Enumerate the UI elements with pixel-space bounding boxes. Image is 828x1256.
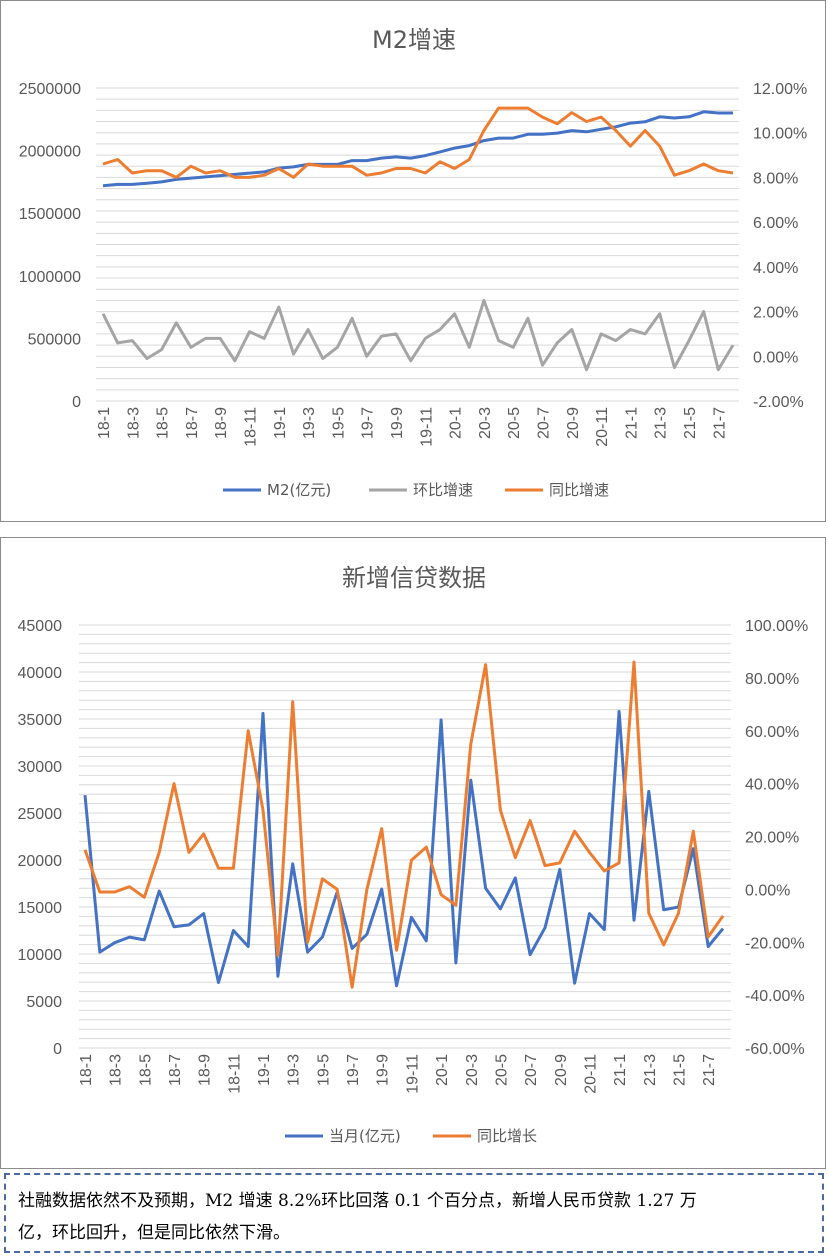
right-axis-tick: 12.00%	[753, 81, 807, 98]
right-axis-tick: -40.00%	[745, 988, 805, 1005]
legend-label: 当月(亿元)	[329, 1127, 401, 1145]
left-axis-tick: 500000	[28, 331, 81, 348]
left-axis-tick: 0	[53, 1041, 62, 1058]
x-axis-tick: 20-5	[506, 407, 523, 439]
left-axis-tick: 40000	[18, 665, 63, 682]
left-axis-tick: 5000	[26, 994, 62, 1011]
x-axis-tick: 19-11	[404, 1054, 421, 1094]
legend-label: 环比增速	[413, 481, 473, 499]
x-axis-tick: 19-1	[272, 407, 289, 439]
x-axis-tick: 19-5	[330, 407, 347, 439]
legend-label: 同比增长	[477, 1127, 537, 1145]
series-line-1	[102, 110, 733, 188]
left-axis-tick: 20000	[18, 853, 63, 870]
right-axis-tick: 40.00%	[745, 777, 799, 794]
left-axis-tick: 15000	[18, 900, 63, 917]
x-axis-tick: 21-3	[642, 1054, 659, 1086]
x-axis-tick: 18-5	[155, 407, 172, 439]
right-axis-tick: 80.00%	[745, 671, 799, 688]
m2-chart: M2增速 0 500000 1000000 1500000 2000000 2500000 -…	[19, 26, 808, 499]
x-axis-tick: 18-1	[96, 407, 113, 439]
right-axis-tick: 10.00%	[753, 126, 807, 143]
x-axis-tick: 19-7	[360, 407, 377, 439]
left-axis-tick: 10000	[18, 947, 63, 964]
legend-label: M2(亿元)	[267, 481, 331, 499]
x-axis-tick: 20-7	[523, 1054, 540, 1086]
x-axis-tick: 21-1	[612, 1054, 629, 1086]
x-axis-tick: 21-5	[671, 1054, 688, 1086]
x-axis-tick: 19-9	[389, 407, 406, 439]
x-axis-tick: 19-5	[315, 1054, 332, 1086]
right-axis-tick: 20.00%	[745, 830, 799, 847]
x-axis-tick: 20-3	[477, 407, 494, 439]
x-axis-tick: 18-7	[184, 407, 201, 439]
right-axis-tick: -60.00%	[745, 1041, 805, 1058]
commentary-box: 社融数据依然不及预期，M2 增速 8.2%环比回落 0.1 个百分点，新增人民币…	[4, 1173, 824, 1253]
loan-chart: 新增信贷数据 0 5000 10000 15000 20000 25000 30000 3500…	[18, 564, 809, 1145]
x-axis-tick: 19-9	[375, 1054, 392, 1086]
right-axis-tick: -20.00%	[745, 935, 805, 952]
x-axis-tick: 18-11	[243, 407, 260, 447]
right-axis-tick: 0.00%	[745, 882, 790, 899]
legend-label: 同比增速	[549, 481, 609, 499]
x-axis-tick: 21-7	[701, 1054, 718, 1086]
x-axis-tick: 20-1	[448, 407, 465, 439]
x-axis-tick: 18-5	[137, 1054, 154, 1086]
left-axis-tick: 1000000	[19, 269, 81, 286]
x-axis-tick: 20-11	[594, 407, 611, 447]
x-axis-tick: 20-7	[536, 407, 553, 439]
left-axis-tick: 30000	[18, 759, 63, 776]
x-axis-tick: 21-1	[623, 407, 640, 439]
chart-title: M2增速	[372, 26, 456, 54]
chart-title: 新增信贷数据	[342, 564, 486, 592]
x-axis-tick: 19-3	[301, 407, 318, 439]
x-axis-tick: 18-3	[108, 1054, 125, 1086]
x-axis-tick: 20-9	[565, 407, 582, 439]
series-line-2	[83, 660, 725, 989]
right-axis-tick: 8.00%	[753, 170, 798, 187]
x-axis-tick: 19-3	[286, 1054, 303, 1086]
right-axis-tick: 4.00%	[753, 260, 798, 277]
right-axis-tick: 60.00%	[745, 724, 799, 741]
x-axis-tick: 20-1	[434, 1054, 451, 1086]
left-axis-tick: 35000	[18, 712, 63, 729]
x-axis-tick: 18-7	[167, 1054, 184, 1086]
gridlines	[96, 87, 739, 402]
loan-chart-panel: 新增信贷数据 0 5000 10000 15000 20000 25000 30000 3500…	[0, 537, 826, 1169]
left-axis-tick: 45000	[18, 618, 63, 635]
commentary-line-1: 社融数据依然不及预期，M2 增速 8.2%环比回落 0.1 个百分点，新增人民币…	[18, 1191, 697, 1211]
x-axis-tick: 18-1	[78, 1054, 95, 1086]
commentary-line-2: 亿，环比回升，但是同比依然下滑。	[18, 1223, 290, 1243]
series-line-2	[101, 298, 735, 372]
m2-chart-panel: M2增速 0 500000 1000000 1500000 2000000 2500000 -…	[0, 0, 826, 522]
x-axis-tick: 20-3	[464, 1054, 481, 1086]
right-axis-tick: 100.00%	[745, 618, 808, 635]
left-axis-tick: 2500000	[19, 81, 81, 98]
left-axis-tick: 2000000	[19, 144, 81, 161]
series-line-3	[102, 106, 734, 179]
right-axis-tick: 2.00%	[753, 305, 798, 322]
x-axis-tick: 21-5	[682, 407, 699, 439]
right-axis-tick: 0.00%	[753, 349, 798, 366]
x-axis-tick: 18-3	[125, 407, 142, 439]
left-axis-tick: 1500000	[19, 206, 81, 223]
x-axis-tick: 20-11	[582, 1054, 599, 1094]
x-axis-tick: 21-7	[711, 407, 728, 439]
right-axis-tick: -2.00%	[753, 394, 804, 411]
x-axis-tick: 19-11	[418, 407, 435, 447]
x-axis-tick: 21-3	[653, 407, 670, 439]
x-axis-tick: 19-1	[256, 1054, 273, 1086]
series-line-1	[83, 710, 725, 988]
left-axis-tick: 25000	[18, 806, 63, 823]
x-axis-tick: 19-7	[345, 1054, 362, 1086]
right-axis-tick: 6.00%	[753, 215, 798, 232]
x-axis-tick: 18-9	[213, 407, 230, 439]
x-axis-tick: 20-5	[493, 1054, 510, 1086]
left-axis-tick: 0	[72, 394, 81, 411]
x-axis-tick: 18-11	[226, 1054, 243, 1094]
x-axis-tick: 20-9	[553, 1054, 570, 1086]
x-axis-tick: 18-9	[197, 1054, 214, 1086]
